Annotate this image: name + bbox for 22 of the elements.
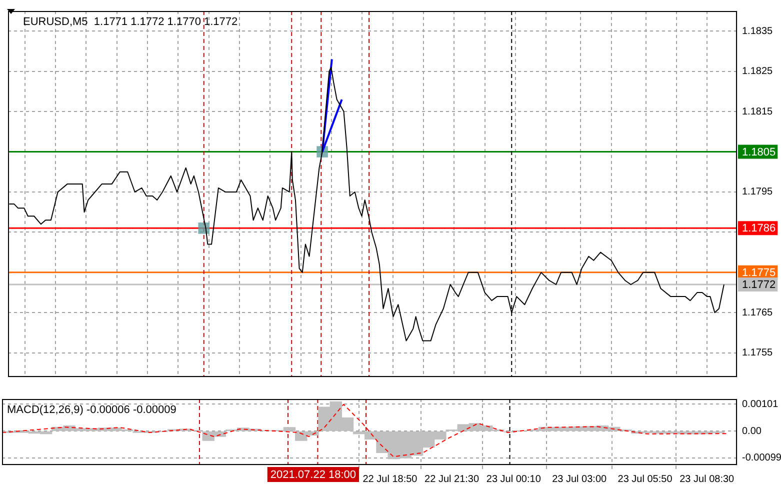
ref-line-label: 1.1786: [742, 222, 776, 235]
y-tick-label: 1.1835: [742, 26, 774, 37]
ref-line-label: 1.1805: [742, 146, 776, 158]
y-tick-label: 1.1815: [742, 106, 774, 118]
y-tick-label: -0.00099: [742, 452, 781, 464]
y-tick-label: 0.00101: [742, 398, 779, 410]
x-tick-label: 23 Jul 08:30: [680, 474, 735, 485]
y-tick-label: 1.1755: [742, 348, 774, 359]
y-tick-label: 1.1765: [742, 307, 774, 318]
ref-line-label: 1.1775: [742, 266, 776, 279]
text: EURUSD,M5 1.1771 1.1772 1.1770 1.1772: [23, 16, 238, 28]
x-tick-label: 22 Jul 18:50: [362, 474, 418, 485]
text: MACD(12,26,9) -0.00006 -0.00009: [7, 404, 176, 416]
ref-line-label: 1.1772: [742, 279, 776, 292]
x-tick-label: 23 Jul 03:00: [552, 474, 608, 485]
x-tick-label: 23 Jul 05:50: [618, 474, 673, 485]
ref-line-label: 2021.07.22 18:00: [270, 469, 356, 482]
y-tick-label: 1.1795: [742, 186, 774, 198]
y-tick-label: 0.00: [742, 426, 762, 437]
y-tick-label: 1.1825: [742, 66, 774, 78]
x-tick-label: 23 Jul 00:10: [486, 474, 542, 485]
x-tick-label: 22 Jul 21:30: [424, 474, 480, 485]
